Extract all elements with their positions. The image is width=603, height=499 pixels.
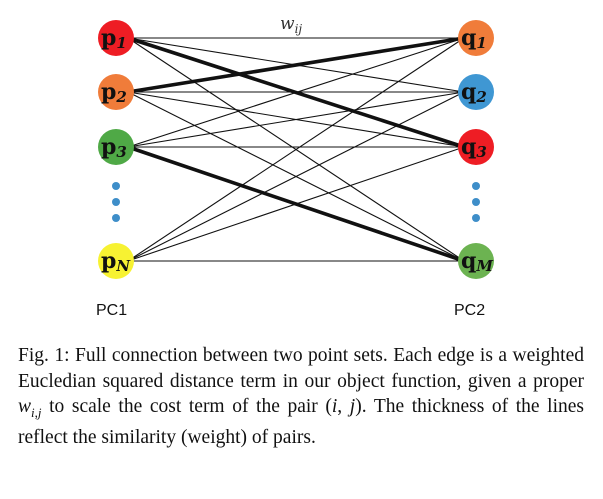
edge-pN-q3: [127, 146, 465, 262]
node-label: p3: [101, 134, 127, 161]
point-set-diagram: wij p1 p2 p3 pN q1 q2 q3 qM: [98, 14, 494, 279]
ellipsis-dots: [112, 182, 480, 222]
node-q1: q1: [458, 20, 494, 56]
node-qM: qM: [458, 243, 494, 279]
edge-pN-q1: [127, 37, 465, 262]
node-circle: [458, 74, 494, 110]
node-circle: [458, 20, 494, 56]
node-label: pN: [101, 248, 131, 275]
node-p1: p1: [98, 20, 134, 56]
left-ellipsis-dot: [112, 182, 120, 190]
node-circle: [98, 129, 134, 165]
right-ellipsis-dot: [472, 214, 480, 222]
node-label: q2: [461, 79, 487, 106]
weight-label-subscript: ij: [295, 22, 303, 36]
left-ellipsis-dot: [112, 214, 120, 222]
node-circle: [458, 243, 494, 279]
edge-p3-q1: [127, 37, 465, 148]
node-circle: [458, 129, 494, 165]
node-circle: [98, 74, 134, 110]
node-pN: pN: [98, 243, 134, 279]
edge-p2-q1: [126, 36, 466, 94]
node-label: qM: [461, 248, 493, 275]
figure-caption: Fig. 1: Full connection between two poin…: [18, 345, 584, 449]
node-q3: q3: [458, 129, 494, 165]
node-label: q3: [461, 134, 487, 161]
node-label: q1: [461, 25, 487, 52]
node-p2: p2: [98, 74, 134, 110]
node-label: p1: [101, 25, 127, 52]
edge-p3-q2: [127, 91, 465, 148]
node-circle: [98, 243, 134, 279]
pc1-label: PC1: [96, 302, 128, 319]
weight-label: wij: [280, 14, 302, 36]
nodes-group: p1 p2 p3 pN q1 q2 q3 qM: [98, 20, 494, 279]
node-circle: [98, 20, 134, 56]
edges-group: [126, 36, 466, 263]
node-p3: p3: [98, 129, 134, 165]
node-label: p2: [101, 79, 127, 106]
left-ellipsis-dot: [112, 198, 120, 206]
pc2-label: PC2: [454, 302, 486, 319]
node-q2: q2: [458, 74, 494, 110]
right-ellipsis-dot: [472, 182, 480, 190]
edge-pN-q2: [127, 91, 465, 262]
right-ellipsis-dot: [472, 198, 480, 206]
